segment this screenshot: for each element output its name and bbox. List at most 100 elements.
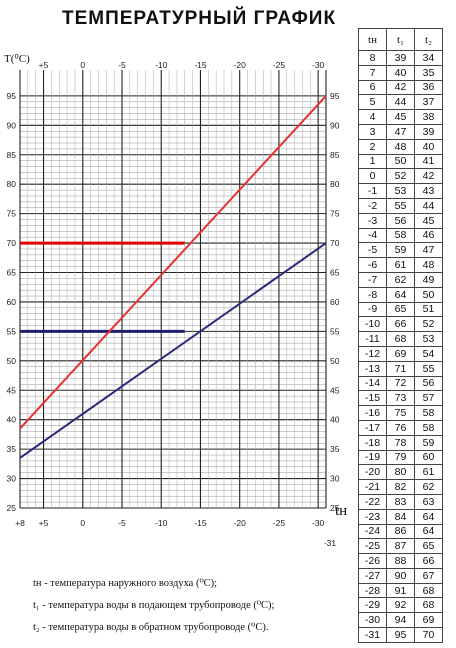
table-cell: -15 — [358, 390, 387, 407]
y-tick-label-left: 60 — [7, 297, 17, 307]
table-cell: 8 — [358, 50, 387, 66]
table-cell: 62 — [386, 271, 415, 288]
chart-labels: 25 25 30 30 35 35 40 40 45 45 50 50 55 55 60 60 65 65 70 70… — [4, 53, 347, 548]
table-cell: -23 — [358, 508, 387, 525]
table-cell: 79 — [386, 449, 415, 466]
table-cell: 54 — [414, 345, 443, 362]
table-cell: 35 — [414, 64, 443, 81]
x-tick-label-bottom: -10 — [155, 518, 168, 528]
table-cell: -16 — [358, 405, 387, 421]
table-row: -15 73 57 — [358, 390, 443, 407]
table-cell: 40 — [414, 138, 443, 155]
table-row: -30 94 69 — [358, 612, 443, 629]
table-cell: 34 — [414, 50, 443, 66]
legend-symbol: tн — [33, 578, 42, 589]
table-cell: 55 — [386, 197, 415, 214]
x-tick-label-top: -25 — [273, 60, 286, 70]
x-tick-label-bottom: +5 — [39, 518, 49, 528]
x-tick-label-bottom: -5 — [118, 518, 126, 528]
table-cell: 62 — [414, 479, 443, 495]
legend-item: t₂ - температура воды в обратном трубопр… — [33, 617, 274, 639]
table-cell: 47 — [414, 242, 443, 259]
table-cell: -5 — [358, 242, 387, 259]
table-cell: 58 — [414, 405, 443, 421]
table-cell: 39 — [386, 50, 415, 66]
x-tick-label-bottom: +8 — [15, 518, 25, 528]
y-tick-label-left: 35 — [7, 444, 17, 454]
table-cell: 68 — [414, 582, 443, 599]
table-cell: 58 — [414, 419, 443, 436]
table-cell: 48 — [414, 257, 443, 273]
table-cell: 45 — [386, 109, 415, 125]
temperature-chart: 25 25 30 30 35 35 40 40 45 45 50 50 55 55 60 60 65 65 70 70… — [4, 53, 347, 548]
table-cell: 82 — [386, 479, 415, 495]
table-cell: 52 — [386, 168, 415, 185]
table-cell: 56 — [414, 375, 443, 392]
table-row: -3 56 45 — [358, 212, 443, 229]
table-row: -22 83 63 — [358, 493, 443, 510]
table-cell: 65 — [414, 538, 443, 555]
table-row: -1 53 43 — [358, 183, 443, 199]
table-cell: 61 — [386, 257, 415, 273]
table-cell: -25 — [358, 538, 387, 555]
table-row: -26 88 66 — [358, 553, 443, 569]
legend-item: t₁ - температура воды в подающем трубопр… — [33, 595, 274, 617]
y-tick-label-left: 25 — [7, 503, 17, 513]
table-cell: 65 — [386, 301, 415, 318]
table-cell: -26 — [358, 553, 387, 569]
table-cell: 69 — [414, 612, 443, 629]
y-tick-label-left: 30 — [7, 474, 17, 484]
table-row: -4 58 46 — [358, 227, 443, 244]
table-cell: 41 — [414, 153, 443, 170]
y-tick-label-right: 30 — [330, 474, 340, 484]
table-row: 2 48 40 — [358, 138, 443, 155]
table-cell: 42 — [386, 79, 415, 96]
y-tick-label-left: 50 — [7, 356, 17, 366]
table-cell: 68 — [414, 597, 443, 614]
y-tick-label-right: 75 — [330, 209, 340, 219]
table-header-cell: t₂ — [414, 28, 443, 51]
x-tick-label-bottom: -20 — [234, 518, 247, 528]
table-cell: 50 — [386, 153, 415, 170]
x-axis-label: tн — [335, 503, 347, 519]
table-cell: 55 — [414, 360, 443, 377]
table-row: -28 91 68 — [358, 582, 443, 599]
table-cell: 53 — [414, 331, 443, 347]
table-cell: 49 — [414, 271, 443, 288]
table-row: -31 95 70 — [358, 627, 443, 643]
y-axis-label: T(⁰С) — [4, 53, 30, 65]
table-cell: -6 — [358, 257, 387, 273]
table-header-cell: t₁ — [386, 28, 415, 51]
table-cell: -22 — [358, 493, 387, 510]
x-tick-label-bottom: -31 — [324, 538, 337, 548]
y-tick-label-right: 80 — [330, 179, 340, 189]
table-cell: -20 — [358, 464, 387, 481]
chart-title: ТЕМПЕРАТУРНЫЙ ГРАФИК — [62, 8, 337, 29]
table-row: -18 78 59 — [358, 434, 443, 451]
table-cell: 86 — [386, 523, 415, 540]
table-body: 8 39 34 7 40 35 6 42 36 5 44 37 4 45 38 3 47 39 2 48 40 1 50 41… — [358, 50, 443, 643]
table-row: -20 80 61 — [358, 464, 443, 481]
table-cell: 58 — [386, 227, 415, 244]
table-cell: 59 — [414, 434, 443, 451]
table-cell: 78 — [386, 434, 415, 451]
table-cell: 66 — [414, 553, 443, 569]
table-cell: 50 — [414, 286, 443, 303]
table-cell: 6 — [358, 79, 387, 96]
table-cell: -13 — [358, 360, 387, 377]
table-cell: 61 — [414, 464, 443, 481]
table-cell: -17 — [358, 419, 387, 436]
y-tick-label-left: 40 — [7, 415, 17, 425]
y-tick-label-left: 45 — [7, 385, 17, 395]
legend-text: - температура воды в обратном трубопрово… — [39, 622, 269, 633]
table-row: -7 62 49 — [358, 271, 443, 288]
table-row: 5 44 37 — [358, 94, 443, 111]
table-row: -12 69 54 — [358, 345, 443, 362]
y-tick-label-right: 90 — [330, 120, 340, 130]
table-row: 0 52 42 — [358, 168, 443, 185]
table-cell: 95 — [386, 627, 415, 643]
y-tick-label-right: 60 — [330, 297, 340, 307]
x-tick-label-bottom: -15 — [194, 518, 207, 528]
table-row: -10 66 52 — [358, 316, 443, 333]
table-row: 8 39 34 — [358, 50, 443, 66]
